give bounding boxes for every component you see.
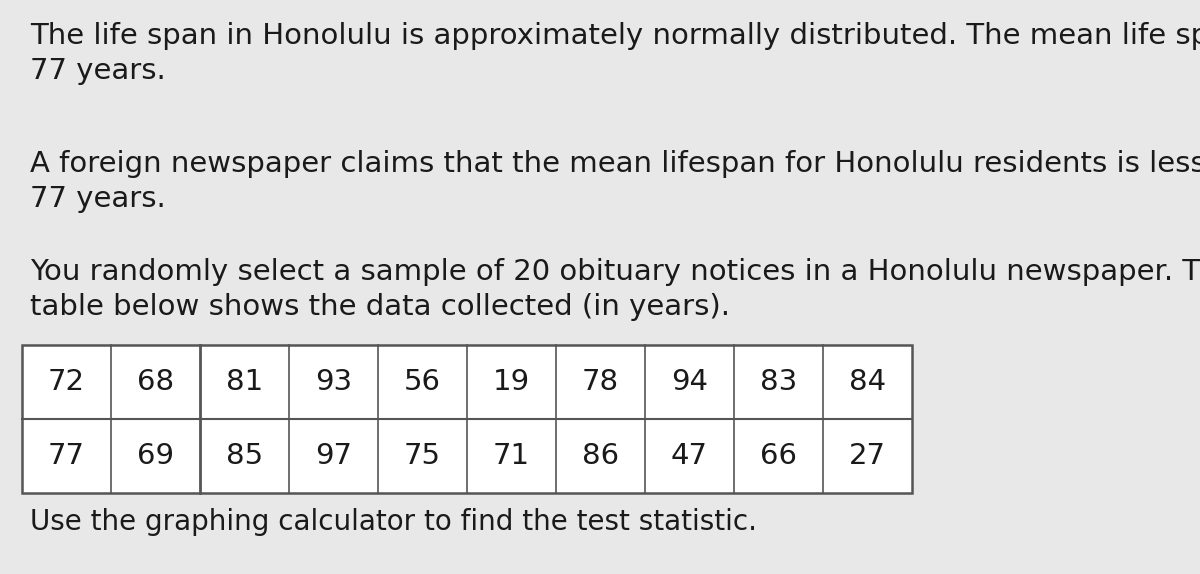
Text: 68: 68 [137, 368, 174, 396]
Text: The life span in Honolulu is approximately normally distributed. The mean life s: The life span in Honolulu is approximate… [30, 22, 1200, 84]
Text: 83: 83 [760, 368, 797, 396]
Text: 71: 71 [493, 442, 530, 470]
Text: 93: 93 [314, 368, 352, 396]
Text: 72: 72 [48, 368, 85, 396]
Text: 75: 75 [404, 442, 442, 470]
Text: 97: 97 [316, 442, 352, 470]
Text: 86: 86 [582, 442, 619, 470]
Text: 69: 69 [137, 442, 174, 470]
Text: A foreign newspaper claims that the mean lifespan for Honolulu residents is less: A foreign newspaper claims that the mean… [30, 150, 1200, 212]
Text: 47: 47 [671, 442, 708, 470]
Text: 66: 66 [760, 442, 797, 470]
Text: 56: 56 [404, 368, 442, 396]
Text: 77: 77 [48, 442, 85, 470]
Text: 19: 19 [493, 368, 530, 396]
Text: 85: 85 [226, 442, 263, 470]
Text: 84: 84 [848, 368, 886, 396]
Text: Use the graphing calculator to find the test statistic.: Use the graphing calculator to find the … [30, 508, 757, 536]
Text: 81: 81 [226, 368, 263, 396]
Text: 94: 94 [671, 368, 708, 396]
Text: 27: 27 [850, 442, 886, 470]
Text: You randomly select a sample of 20 obituary notices in a Honolulu newspaper. The: You randomly select a sample of 20 obitu… [30, 258, 1200, 321]
Text: 78: 78 [582, 368, 619, 396]
